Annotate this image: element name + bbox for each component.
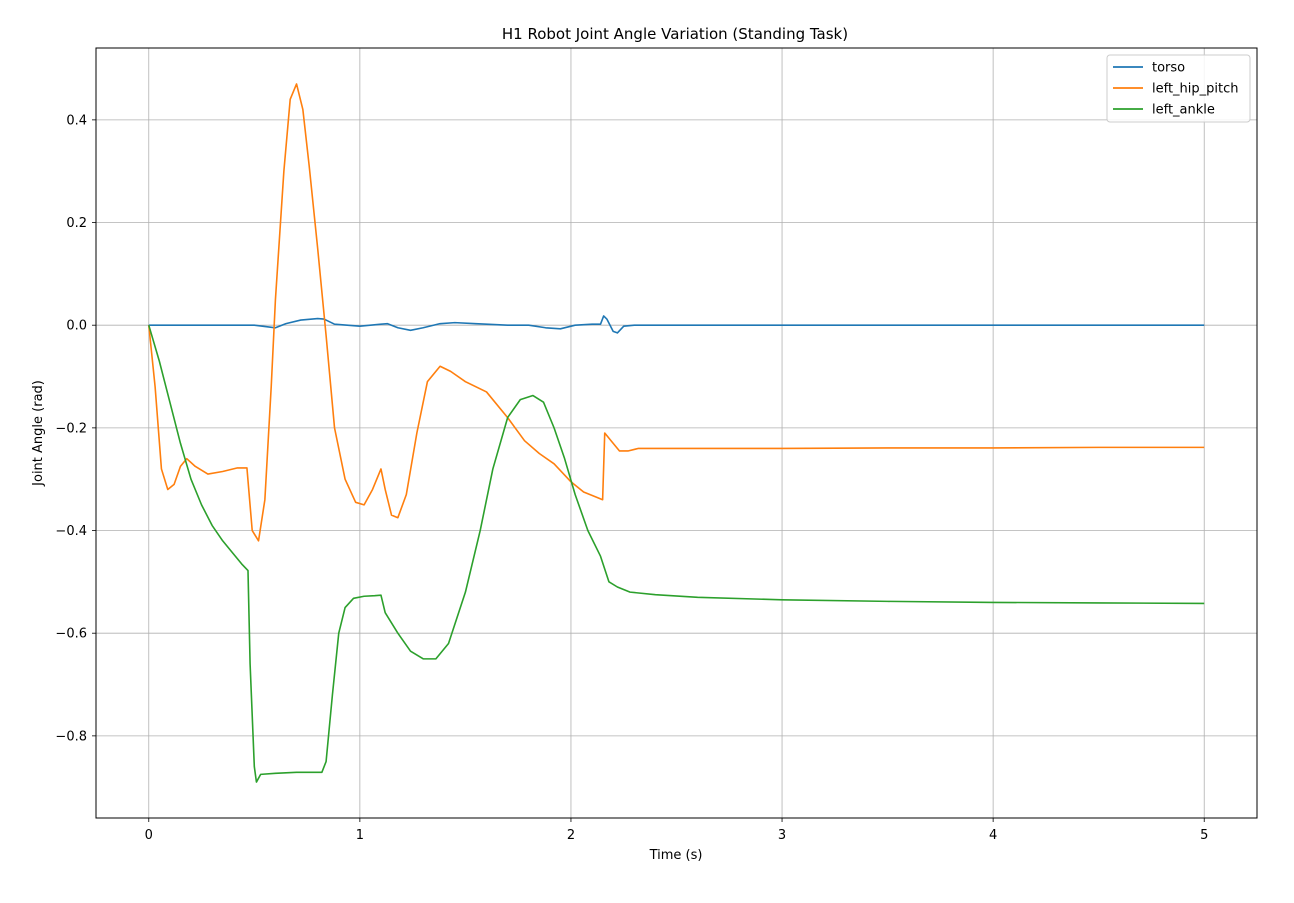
legend-box (1106, 54, 1251, 123)
x-axis-label: Time (s) (649, 848, 703, 863)
legend-label: torso (1152, 61, 1185, 76)
x-tick-label: 5 (1200, 828, 1208, 843)
y-tick-label: 0.0 (66, 319, 87, 334)
legend: torso left_hip_pitch left_ankle (1106, 54, 1251, 123)
y-tick-label: −0.4 (55, 524, 87, 539)
x-tick-label: 1 (356, 828, 364, 843)
series-line-left-ankle (148, 324, 1205, 783)
y-tick-label: −0.6 (55, 627, 87, 642)
axis-ticks: 0 1 2 3 4 5 −0.8 −0.6 −0.4 −0.2 0.0 0.2 0.4 (55, 113, 1208, 843)
grid-lines (96, 48, 1257, 818)
x-tick-label: 0 (145, 828, 153, 843)
x-tick-label: 3 (778, 828, 786, 843)
series-line-torso (148, 315, 1205, 334)
series-line-left-hip-pitch (147, 83, 1205, 542)
y-tick-label: 0.2 (66, 216, 87, 231)
x-tick-label: 2 (567, 828, 575, 843)
x-tick-label: 4 (989, 828, 997, 843)
legend-label: left_ankle (1152, 103, 1215, 118)
y-tick-label: 0.4 (66, 113, 87, 128)
legend-label: left_hip_pitch (1152, 82, 1239, 97)
y-tick-label: −0.2 (55, 421, 87, 436)
series-lines (147, 83, 1205, 783)
plot-frame (95, 47, 1258, 819)
chart-title: H1 Robot Joint Angle Variation (Standing… (502, 25, 848, 43)
y-tick-label: −0.8 (55, 729, 87, 744)
y-axis-label: Joint Angle (rad) (31, 380, 46, 487)
